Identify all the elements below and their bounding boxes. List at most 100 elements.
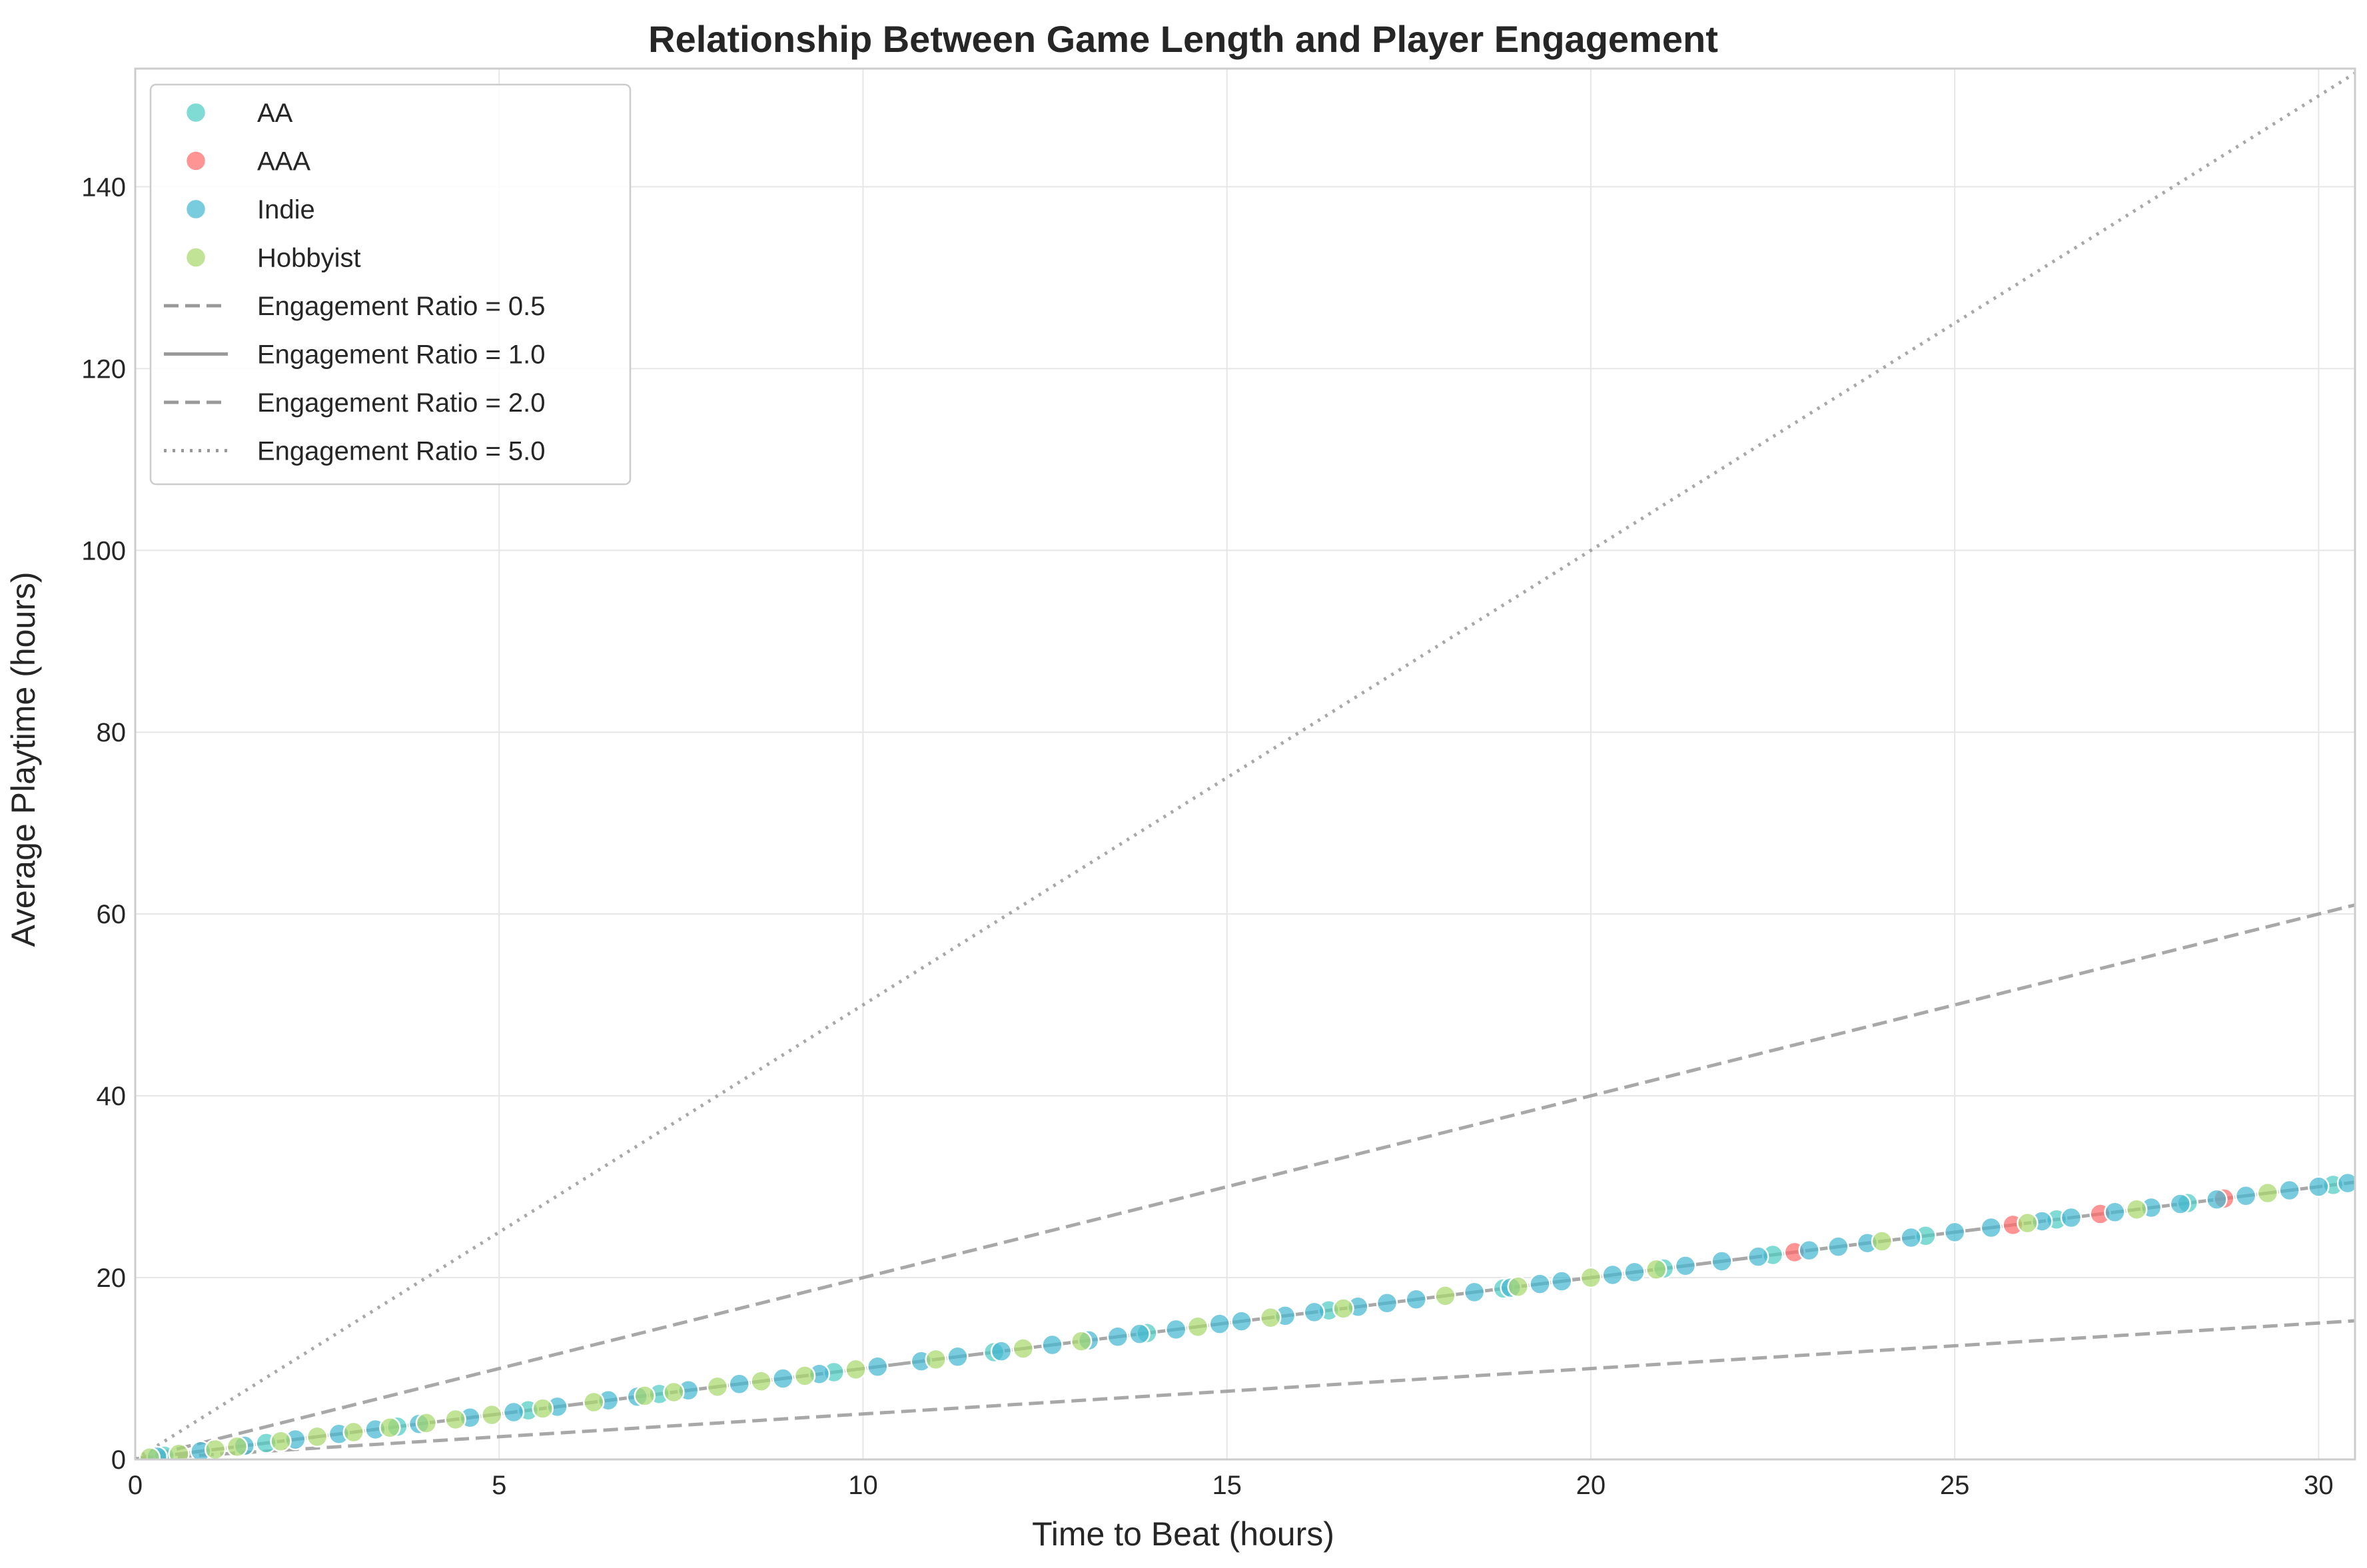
point-hobbyist-18: [845, 1358, 867, 1381]
point-indie-41: [1798, 1239, 1820, 1262]
point-indie-37: [1624, 1261, 1646, 1284]
point-indie-48: [2060, 1206, 2083, 1229]
point-hobbyist-13: [634, 1385, 656, 1407]
point-indie-39: [1711, 1250, 1733, 1272]
series-hobbyist: [139, 1182, 2279, 1459]
point-hobbyist-16: [750, 1370, 772, 1392]
point-hobbyist-29: [1871, 1230, 1893, 1252]
point-hobbyist-3: [226, 1435, 248, 1458]
x-tick-label-6: 30: [2304, 1471, 2334, 1500]
point-hobbyist-28: [1645, 1258, 1667, 1281]
reference-line-2: [135, 903, 2355, 1459]
point-indie-14: [772, 1368, 794, 1389]
y-tick-label-1: 20: [97, 1264, 127, 1293]
point-indie-18: [947, 1346, 969, 1368]
y-tick-label-6: 120: [81, 354, 126, 384]
point-hobbyist-6: [342, 1421, 364, 1443]
point-hobbyist-17: [793, 1365, 816, 1387]
point-indie-45: [1943, 1221, 1966, 1244]
point-indie-20: [1041, 1334, 1063, 1356]
point-hobbyist-24: [1332, 1298, 1354, 1320]
point-indie-53: [2234, 1184, 2257, 1207]
y-tick-label-3: 60: [97, 900, 127, 929]
legend-label-5: Engagement Ratio = 1.0: [257, 340, 546, 370]
legend-marker-1: [185, 150, 207, 172]
point-hobbyist-25: [1434, 1285, 1456, 1307]
y-tick-label-0: 0: [111, 1445, 126, 1475]
point-indie-8: [502, 1401, 525, 1423]
point-indie-13: [728, 1373, 750, 1395]
point-indie-40: [1747, 1246, 1769, 1268]
legend-marker-0: [185, 101, 207, 124]
x-tick-label-0: 0: [128, 1471, 143, 1500]
legend-marker-3: [185, 246, 207, 268]
point-hobbyist-0: [139, 1447, 161, 1459]
point-indie-30: [1376, 1292, 1398, 1314]
y-tick-label-7: 140: [81, 173, 126, 202]
point-indie-54: [2278, 1179, 2300, 1202]
x-tick-label-2: 10: [848, 1471, 878, 1500]
point-indie-28: [1303, 1301, 1326, 1324]
point-indie-22: [1107, 1326, 1129, 1348]
point-indie-36: [1602, 1264, 1624, 1286]
point-hobbyist-19: [925, 1348, 947, 1371]
point-indie-23: [1129, 1323, 1151, 1345]
plot-frame: [134, 67, 2356, 1461]
point-hobbyist-9: [444, 1408, 466, 1431]
point-hobbyist-8: [415, 1412, 438, 1434]
point-hobbyist-15: [706, 1375, 729, 1398]
chart-title: Relationship Between Game Length and Pla…: [648, 18, 1718, 60]
reference-line-3: [135, 71, 2355, 1459]
y-tick-label-4: 80: [97, 718, 127, 747]
point-indie-38: [1674, 1255, 1697, 1277]
y-tick-label-2: 40: [97, 1082, 127, 1111]
point-hobbyist-12: [582, 1391, 605, 1413]
point-hobbyist-21: [1070, 1330, 1093, 1352]
x-tick-label-4: 20: [1576, 1471, 1606, 1500]
point-indie-25: [1208, 1313, 1231, 1335]
plot-area: 0 5 10 15 20 25 30 0 20 40 60 80 100 120 140: [81, 67, 2356, 1500]
point-indie-46: [1980, 1216, 2003, 1239]
point-hobbyist-26: [1507, 1276, 1529, 1298]
legend-marker-2: [185, 198, 207, 220]
point-hobbyist-1: [168, 1443, 190, 1459]
point-indie-31: [1405, 1288, 1427, 1311]
legend-label-3: Hobbyist: [257, 244, 361, 273]
x-tick-label-1: 5: [492, 1471, 506, 1500]
point-hobbyist-14: [663, 1381, 685, 1403]
point-indie-35: [1550, 1270, 1573, 1292]
point-hobbyist-7: [379, 1416, 401, 1439]
point-hobbyist-23: [1259, 1306, 1282, 1329]
legend-label-1: AAA: [257, 147, 310, 177]
point-indie-56: [2336, 1172, 2355, 1194]
point-indie-49: [2104, 1201, 2126, 1224]
plot-content: [135, 71, 2355, 1459]
legend-label-2: Indie: [257, 195, 315, 224]
point-indie-32: [1463, 1281, 1486, 1304]
point-indie-16: [867, 1356, 889, 1378]
point-hobbyist-22: [1186, 1316, 1209, 1338]
point-hobbyist-32: [2256, 1182, 2279, 1204]
point-indie-52: [2206, 1188, 2228, 1210]
legend-label-6: Engagement Ratio = 2.0: [257, 388, 546, 418]
point-indie-42: [1827, 1236, 1849, 1258]
y-tick-label-5: 100: [81, 536, 126, 566]
x-tick-label-3: 15: [1212, 1471, 1242, 1500]
point-hobbyist-10: [481, 1403, 503, 1426]
legend-label-4: Engagement Ratio = 0.5: [257, 292, 546, 321]
point-indie-26: [1230, 1310, 1252, 1332]
point-hobbyist-5: [306, 1425, 328, 1448]
point-hobbyist-11: [532, 1397, 554, 1419]
point-hobbyist-31: [2126, 1198, 2148, 1220]
x-tick-label-5: 25: [1940, 1471, 1970, 1500]
point-hobbyist-27: [1580, 1266, 1602, 1289]
legend-label-7: Engagement Ratio = 5.0: [257, 437, 546, 466]
series-aaa: [1783, 1188, 2235, 1264]
legend-label-0: AA: [257, 99, 293, 128]
y-axis-label: Average Playtime (hours): [5, 572, 42, 947]
point-indie-44: [1900, 1226, 1922, 1249]
point-hobbyist-20: [1012, 1338, 1035, 1360]
point-indie-34: [1529, 1273, 1551, 1295]
